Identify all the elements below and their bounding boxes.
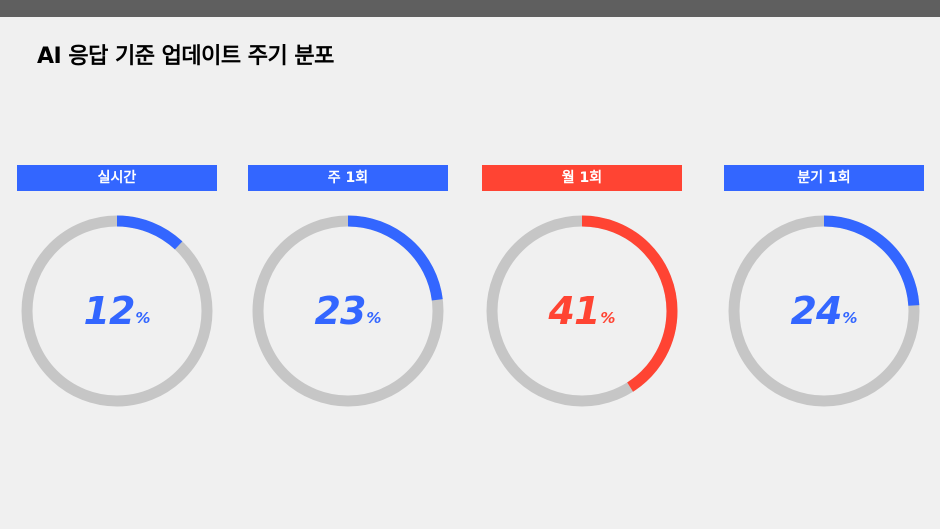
card-realtime: 실시간 12% [17, 165, 217, 415]
category-label: 실시간 [17, 165, 217, 191]
donut-value-arc [21, 215, 213, 407]
percent-number: 41 [548, 289, 601, 333]
category-label: 분기 1회 [724, 165, 924, 191]
page-title: AI 응답 기준 업데이트 주기 분포 [37, 44, 334, 69]
value-label: 41% [484, 213, 680, 409]
donut-chart [252, 215, 444, 407]
card-weekly: 주 1회 23% [248, 165, 448, 415]
percent-sign: % [600, 309, 616, 327]
value-label: 12% [19, 213, 215, 409]
donut-value-arc [486, 215, 678, 407]
donut-value-arc [728, 215, 920, 407]
percent-number: 24 [790, 289, 843, 333]
percent-sign: % [135, 309, 151, 327]
category-label: 주 1회 [248, 165, 448, 191]
donut-chart [21, 215, 213, 407]
percent-sign: % [366, 309, 382, 327]
donut-chart [486, 215, 678, 407]
donut-chart [728, 215, 920, 407]
percent-sign: % [842, 309, 858, 327]
percent-number: 12 [83, 289, 136, 333]
value-label: 24% [726, 213, 922, 409]
top-bar [0, 0, 940, 17]
card-monthly: 월 1회 41% [482, 165, 682, 415]
category-label: 월 1회 [482, 165, 682, 191]
value-label: 23% [250, 213, 446, 409]
donut-value-arc [252, 215, 444, 407]
card-quarterly: 분기 1회 24% [724, 165, 924, 415]
percent-number: 23 [314, 289, 367, 333]
